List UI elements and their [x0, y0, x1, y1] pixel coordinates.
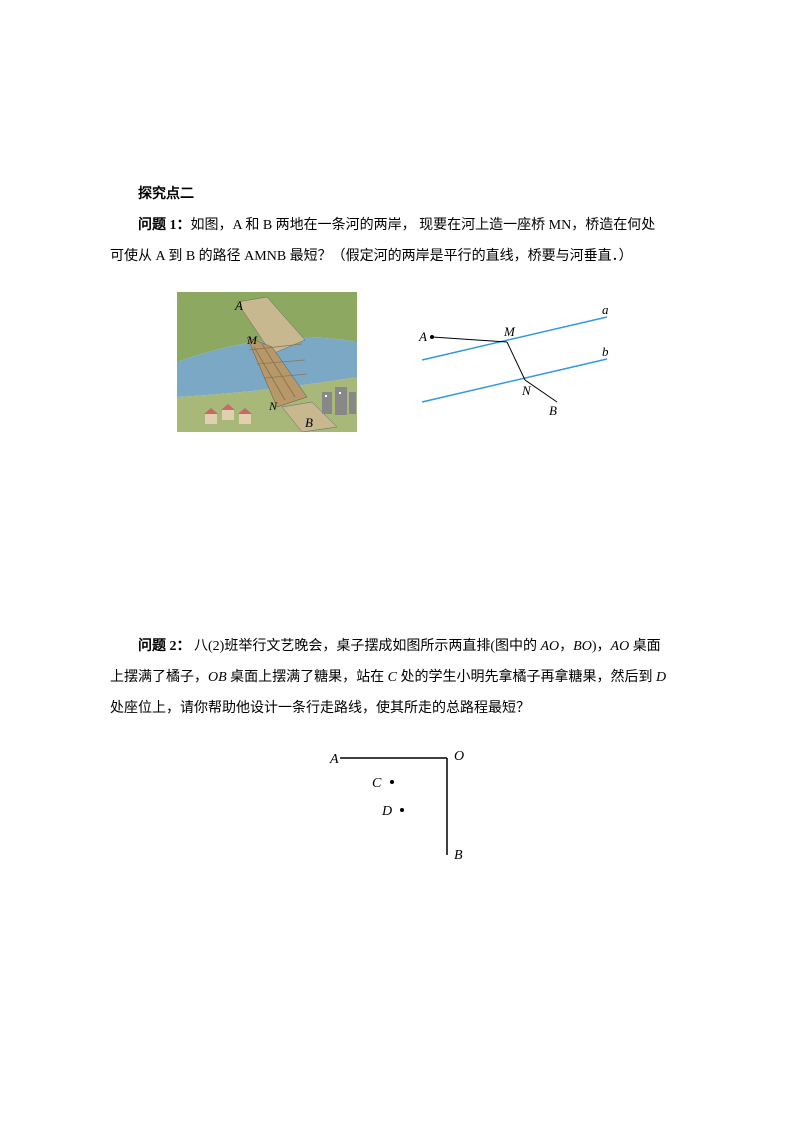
problem-2-para-1: 问题 2： 八(2)班举行文艺晚会，桌子摆成如图所示两直排(图中的 AO，BO)…	[110, 632, 683, 663]
problem-1-text-2: 可使从 A 到 B 的路径 AMNB 最短？（假定河的两岸是平行的直线，桥要与河…	[110, 249, 633, 264]
svg-text:b: b	[602, 344, 609, 359]
svg-text:a: a	[602, 302, 609, 317]
svg-text:D: D	[381, 804, 392, 819]
problem-2-text-1: 八(2)班举行文艺晚会，桌子摆成如图所示两直排(图中的	[191, 639, 541, 654]
problem-2-text-10: 桌面上摆满了糖果，站在	[227, 670, 388, 685]
svg-text:B: B	[454, 848, 463, 863]
svg-text:M: M	[246, 333, 258, 347]
problem-2-para-2: 上摆满了橘子，OB 桌面上摆满了糖果，站在 C 处的学生小明先拿橘子再拿糖果，然…	[110, 663, 683, 694]
svg-text:N: N	[268, 399, 278, 413]
problem-2-text-7: 桌面	[629, 639, 661, 654]
problem-2-text-3: ，	[559, 639, 573, 654]
svg-text:A: A	[234, 298, 243, 313]
problem-2-text-4: BO	[573, 639, 592, 654]
section-heading: 探究点二	[110, 180, 683, 211]
problem-2-text-6: AO	[611, 639, 630, 654]
geometry-diagram-2: A O B C D	[312, 740, 482, 870]
figure-container-1: A M N B A M N B a b	[110, 292, 683, 432]
spacer	[110, 452, 683, 632]
svg-text:A: A	[329, 752, 339, 767]
problem-1-para-1: 问题 1：如图，A 和 B 两地在一条河的两岸， 现要在河上造一座桥 MN，桥造…	[110, 211, 683, 242]
svg-text:C: C	[372, 776, 382, 791]
problem-1-para-2: 可使从 A 到 B 的路径 AMNB 最短？（假定河的两岸是平行的直线，桥要与河…	[110, 242, 683, 273]
problem-1-label: 问题 1：	[138, 218, 191, 233]
figure-container-2: A O B C D	[110, 740, 683, 870]
problem-2-text-12: 处的学生小明先拿橘子再拿糖果，然后到	[397, 670, 656, 685]
svg-text:M: M	[503, 324, 516, 339]
document-content: 探究点二 问题 1：如图，A 和 B 两地在一条河的两岸， 现要在河上造一座桥 …	[110, 180, 683, 870]
svg-text:N: N	[521, 383, 532, 398]
svg-text:B: B	[305, 415, 313, 430]
problem-2-text-14: 处座位上，请你帮助他设计一条行走路线，使其所走的总路程最短？	[110, 701, 530, 716]
geometry-diagram-1: A M N B a b	[397, 292, 617, 432]
problem-2-text-9: OB	[208, 670, 227, 685]
svg-text:A: A	[418, 329, 427, 344]
svg-text:O: O	[454, 749, 464, 764]
river-illustration: A M N B	[177, 292, 357, 432]
problem-2-text-8: 上摆满了橘子，	[110, 670, 208, 685]
problem-2-text-11: C	[388, 670, 397, 685]
problem-2-text-2: AO	[541, 639, 560, 654]
problem-2-label: 问题 2：	[138, 639, 191, 654]
problem-2-text-13: D	[656, 670, 666, 685]
problem-2-para-3: 处座位上，请你帮助他设计一条行走路线，使其所走的总路程最短？	[110, 694, 683, 725]
problem-1-text-1: 如图，A 和 B 两地在一条河的两岸， 现要在河上造一座桥 MN，桥造在何处	[191, 218, 656, 233]
problem-2-text-5: )，	[592, 639, 611, 654]
svg-text:B: B	[549, 403, 557, 418]
